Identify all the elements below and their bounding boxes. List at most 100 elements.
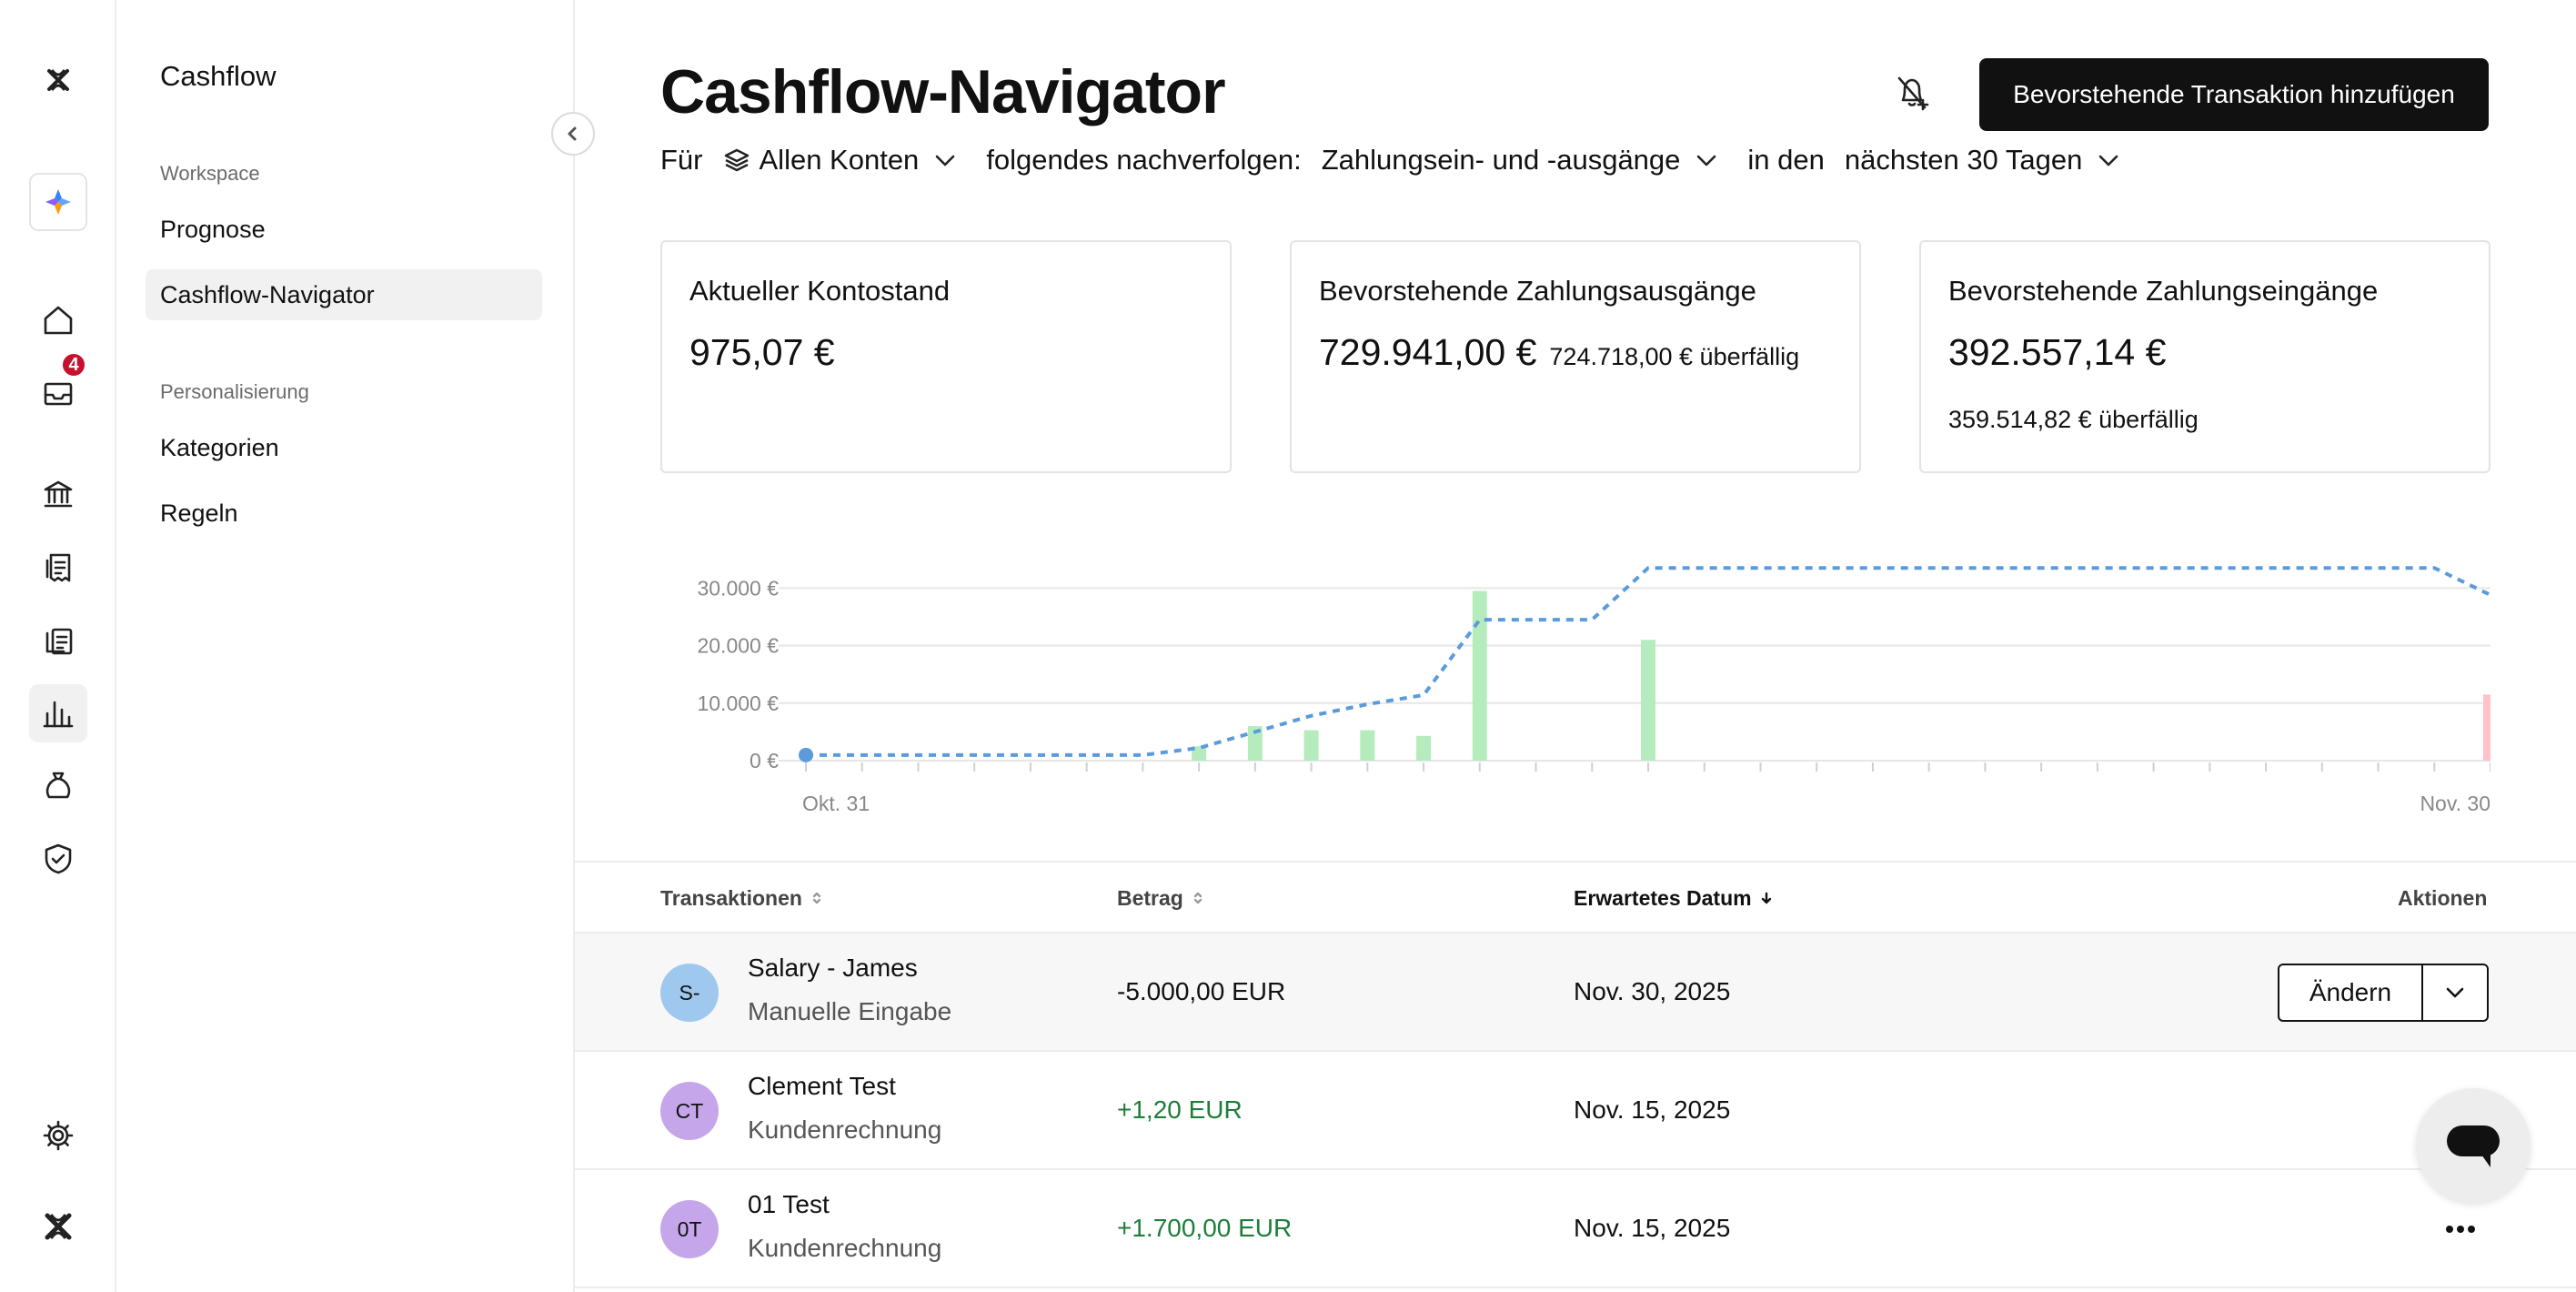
table-row[interactable]: S- Salary - James Manuelle Eingabe -5.00… [575, 934, 2576, 1052]
upcoming-outgoing-card: Bevorstehende Zahlungsausgänge 729.941,0… [1290, 240, 1861, 473]
upcoming-incoming-card: Bevorstehende Zahlungseingänge 392.557,1… [1919, 240, 2490, 473]
inflow-bar [1641, 640, 1655, 761]
notification-settings-button[interactable] [1892, 73, 1932, 113]
sidebar-item-prognose[interactable]: Prognose [160, 215, 266, 243]
edit-options-dropdown[interactable] [2423, 965, 2487, 1020]
x-start-label: Okt. 31 [802, 792, 870, 815]
outflow-bar [2483, 694, 2490, 761]
upcoming-outgoing-label: Bevorstehende Zahlungsausgänge [1319, 275, 1756, 307]
avatar: CT [660, 1082, 719, 1140]
icon-rail: 4 [0, 0, 116, 1292]
upcoming-outgoing-value: 729.941,00 € [1319, 331, 1537, 373]
avatar: S- [660, 964, 719, 1022]
period-dropdown-value: nächsten 30 Tagen [1844, 144, 2083, 176]
track-type-dropdown[interactable]: Zahlungsein- und -ausgänge [1322, 144, 1748, 177]
table-row[interactable]: CT Clement Test Kundenrechnung +1,20 EUR… [575, 1052, 2576, 1170]
support-chat-button[interactable] [2416, 1088, 2531, 1203]
chevron-down-icon [2446, 987, 2464, 998]
column-transactions-label: Transaktionen [660, 885, 802, 910]
page-title: Cashflow-Navigator [660, 57, 1226, 126]
transaction-name: Salary - James [748, 954, 918, 982]
chevron-down-icon [2099, 155, 2118, 167]
inflow-bar [1416, 735, 1432, 761]
inflow-bar [1472, 590, 1487, 761]
shield-check-icon[interactable] [29, 830, 87, 888]
column-transactions-header[interactable]: Transaktionen [660, 863, 824, 934]
sidebar-item-regeln[interactable]: Regeln [160, 499, 238, 527]
upcoming-incoming-value: 392.557,14 € [1948, 331, 2167, 373]
inflow-bar [1303, 730, 1319, 761]
main-content: Cashflow-Navigator Bevorstehende Transak… [575, 0, 2576, 1292]
accounts-dropdown-value: Allen Konten [759, 144, 920, 176]
workspace-logo-icon[interactable] [29, 173, 87, 231]
inbox-icon[interactable]: 4 [29, 351, 87, 422]
inflow-bar [1247, 726, 1263, 761]
y-tick-label: 30.000 € [697, 576, 779, 600]
transaction-name: 01 Test [748, 1190, 830, 1218]
transaction-date: Nov. 30, 2025 [1574, 977, 1731, 1005]
column-date-header[interactable]: Erwartetes Datum [1574, 863, 1774, 934]
edit-button[interactable]: Ändern [2279, 965, 2423, 1020]
y-tick-label: 20.000 € [697, 634, 779, 658]
invoices-icon[interactable] [29, 539, 87, 597]
transaction-name: Clement Test [748, 1072, 896, 1100]
sidebar-group-personalisierung: Personalisierung [160, 380, 309, 403]
home-icon[interactable] [29, 291, 87, 349]
inflow-bar [1360, 730, 1375, 761]
y-tick-label: 0 € [750, 749, 779, 772]
cashflow-chart-icon[interactable] [29, 684, 87, 742]
inbox-badge: 4 [60, 351, 87, 379]
filter-prefix: Für [660, 144, 703, 176]
upcoming-incoming-overdue: 359.514,82 € überfällig [1948, 406, 2199, 433]
table-row[interactable]: 0T 01 Test Kundenrechnung +1.700,00 EUR … [575, 1170, 2576, 1288]
sort-icon [1193, 892, 1202, 904]
column-actions-header: Aktionen [2398, 863, 2487, 934]
documents-icon[interactable] [29, 611, 87, 670]
transaction-source: Kundenrechnung [748, 1115, 942, 1144]
sort-descending-icon [1761, 892, 1771, 904]
upcoming-outgoing-values: 729.941,00 € 724.718,00 € überfällig [1319, 331, 1799, 374]
period-label: in den [1747, 144, 1825, 176]
transaction-date: Nov. 15, 2025 [1574, 1095, 1731, 1124]
money-bag-icon[interactable] [29, 757, 87, 815]
table-header: Transaktionen Betrag Erwartetes Datum Ak… [575, 861, 2576, 934]
current-balance-label: Aktueller Kontostand [689, 275, 951, 307]
transaction-amount: +1.700,00 EUR [1117, 1214, 1293, 1242]
column-amount-header[interactable]: Betrag [1117, 863, 1205, 934]
sidebar-group-workspace: Workspace [160, 162, 260, 185]
brand-logo-icon[interactable] [29, 51, 87, 109]
collapse-sidebar-button[interactable] [551, 112, 595, 156]
upcoming-incoming-label: Bevorstehende Zahlungseingänge [1948, 275, 2379, 307]
balance-start-point [799, 747, 813, 762]
track-label: folgendes nachverfolgen: [986, 144, 1302, 176]
sidebar-item-cashflow-navigator[interactable]: Cashflow-Navigator [146, 269, 542, 320]
transaction-source: Manuelle Eingabe [748, 997, 952, 1025]
chevron-left-icon [568, 126, 577, 141]
balance-line [806, 566, 2490, 757]
add-upcoming-transaction-button[interactable]: Bevorstehende Transaktion hinzufügen [1979, 58, 2489, 131]
layers-icon [724, 148, 749, 172]
transaction-amount: -5.000,00 EUR [1117, 977, 1286, 1005]
period-dropdown[interactable]: nächsten 30 Tagen [1845, 144, 2149, 177]
chevron-down-icon [1697, 155, 1716, 167]
sidebar-item-kategorien[interactable]: Kategorien [160, 433, 279, 461]
row-more-actions-button[interactable] [2438, 1206, 2483, 1252]
column-date-label: Erwartetes Datum [1574, 885, 1752, 910]
secondary-sidebar: Cashflow Workspace Prognose Cashflow-Nav… [116, 0, 575, 1292]
bell-plus-icon [1897, 76, 1929, 111]
cashflow-chart: 30.000 € 20.000 € 10.000 € 0 € Okt. 31 Nov. 3… [697, 566, 2490, 815]
current-balance-value: 975,07 € [689, 331, 835, 373]
filter-sentence: Für Allen Konten folgendes nachverfolgen… [660, 140, 2149, 180]
upcoming-outgoing-overdue: 724.718,00 € überfällig [1549, 343, 1800, 370]
edit-split-button: Ändern [2278, 964, 2489, 1022]
settings-gear-icon[interactable] [29, 1106, 87, 1165]
inflow-bar [1192, 746, 1207, 761]
accounts-dropdown[interactable]: Allen Konten [723, 144, 987, 177]
transaction-source: Kundenrechnung [748, 1234, 942, 1262]
sidebar-title: Cashflow [160, 60, 277, 92]
track-type-dropdown-value: Zahlungsein- und -ausgänge [1321, 144, 1681, 176]
bank-icon[interactable] [29, 466, 87, 524]
column-actions-label: Aktionen [2398, 885, 2488, 910]
transaction-date: Nov. 15, 2025 [1574, 1214, 1731, 1242]
brand-footer-logo-icon[interactable] [29, 1197, 87, 1256]
